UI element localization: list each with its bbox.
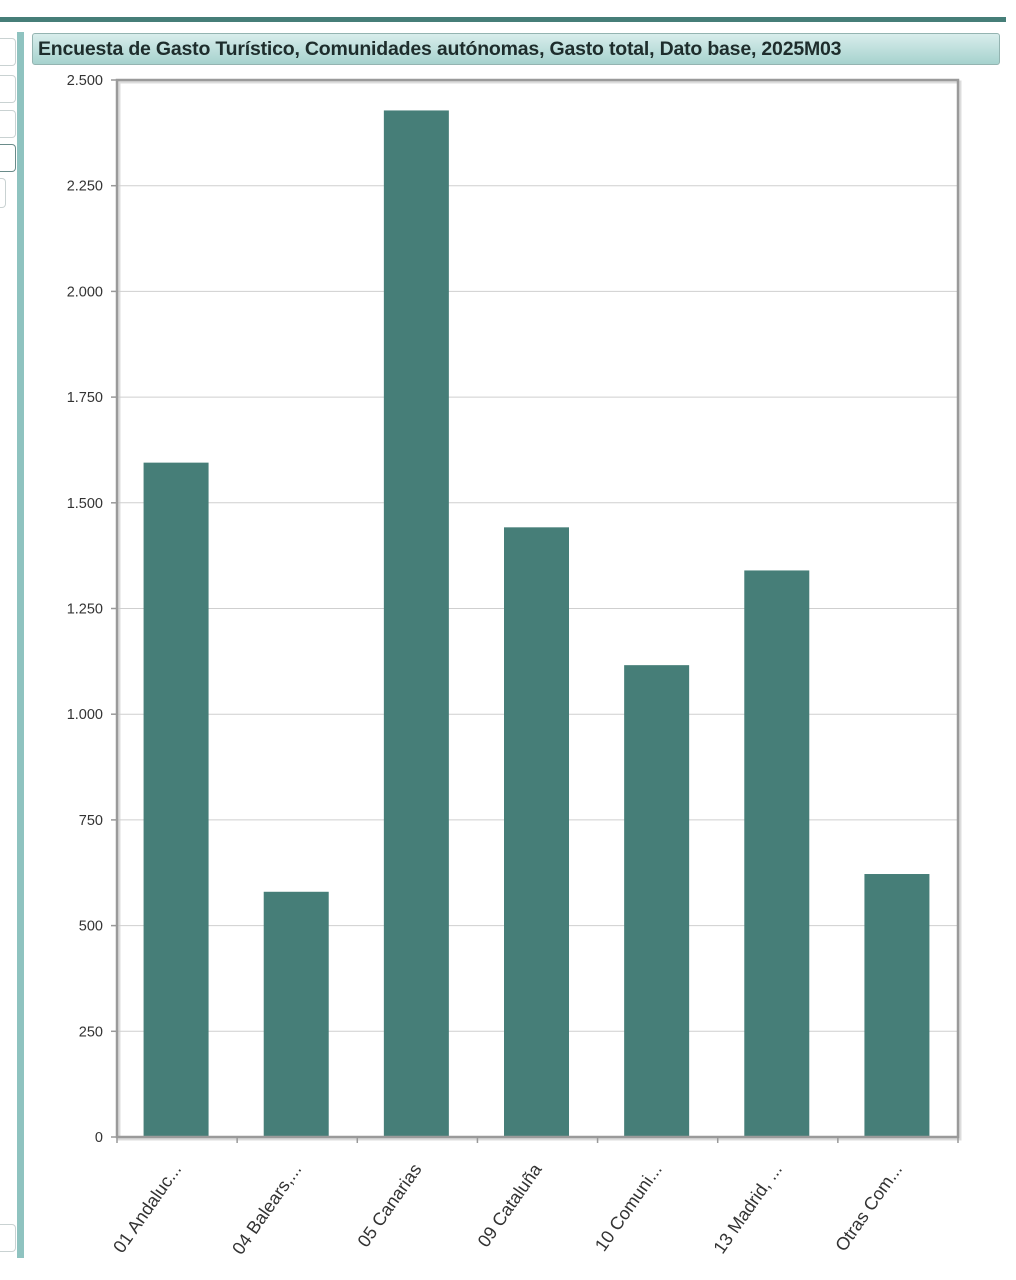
bar — [143, 462, 209, 1137]
plot-frame — [115, 78, 960, 1139]
x-tick-label: 01 Andaluc... — [109, 1160, 185, 1257]
bar — [263, 891, 329, 1137]
y-tick-label: 1.250 — [67, 602, 103, 618]
side-button-bottom[interactable] — [0, 1224, 16, 1252]
side-button-1[interactable] — [0, 38, 16, 66]
x-tick-label: 04 Balears,... — [228, 1160, 305, 1258]
side-button-4[interactable] — [0, 144, 16, 172]
x-tick-label: 09 Cataluña — [474, 1159, 547, 1251]
side-button-2[interactable] — [0, 75, 16, 103]
side-scroll-handle[interactable] — [0, 178, 6, 208]
side-button-3[interactable] — [0, 110, 16, 138]
side-panel — [0, 32, 24, 1258]
header-rule — [0, 17, 1006, 22]
chart-title: Encuesta de Gasto Turístico, Comunidades… — [38, 38, 842, 60]
bar — [744, 570, 810, 1137]
y-tick-label: 1.500 — [67, 496, 103, 512]
bar — [383, 110, 449, 1137]
chart-title-bar: Encuesta de Gasto Turístico, Comunidades… — [32, 33, 1000, 65]
y-tick-label: 1.750 — [67, 390, 103, 406]
y-tick-label: 250 — [79, 1024, 103, 1040]
y-tick-label: 2.250 — [67, 179, 103, 195]
bar — [504, 527, 569, 1137]
x-tick-label: 13 Madrid, ... — [709, 1160, 786, 1258]
y-tick-label: 2.000 — [67, 284, 103, 300]
y-tick-label: 0 — [95, 1130, 103, 1146]
bar — [864, 874, 930, 1137]
y-tick-label: 750 — [79, 813, 103, 829]
plot-frame-shadow — [117, 80, 962, 1141]
x-tick-label: 10 Comuni... — [591, 1160, 666, 1255]
y-tick-label: 1.000 — [67, 707, 103, 723]
x-tick-label: 05 Canarias — [354, 1160, 426, 1251]
bar — [624, 665, 690, 1137]
y-tick-label: 500 — [79, 919, 103, 935]
y-tick-label: 2.500 — [67, 73, 103, 89]
x-tick-label: Otras Com... — [831, 1160, 906, 1255]
